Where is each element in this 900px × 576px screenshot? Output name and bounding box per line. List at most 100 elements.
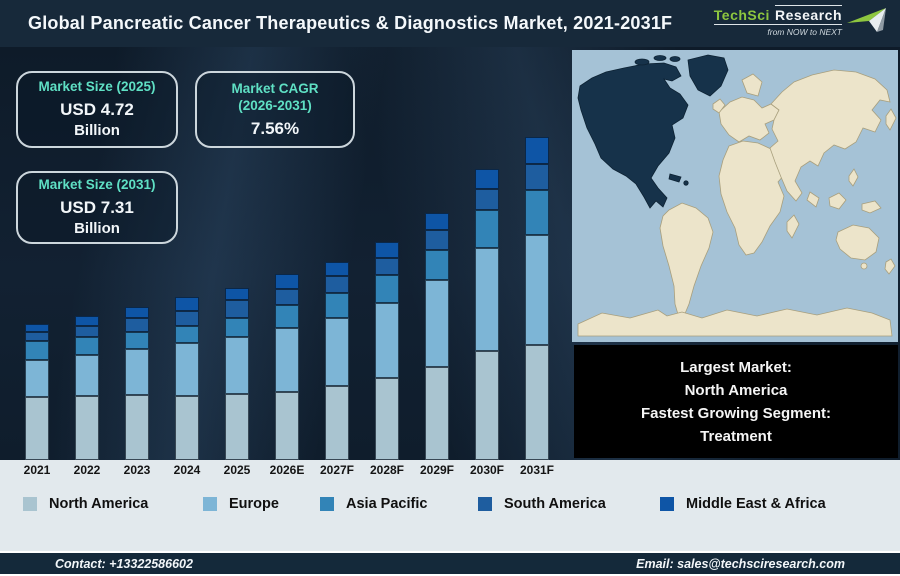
bar-segment-middle-east-africa [475, 169, 499, 189]
bottom-band: 2021 2022 2023 2024 2025 2026E 2027F 2028F 2029F… [0, 460, 900, 551]
chart-legend: North America Europe Asia Pacific South Ame… [0, 496, 900, 526]
legend-label: Asia Pacific [346, 496, 428, 512]
bar-segment-north-america [175, 396, 199, 460]
largest-market-info-box: Largest Market: North America Fastest Gr… [574, 345, 898, 458]
world-map [572, 50, 898, 342]
bar-2024 [175, 297, 199, 460]
bar-2029F [425, 213, 449, 460]
x-axis-label-2025: 2025 [223, 463, 251, 477]
bar-segment-middle-east-africa [325, 262, 349, 276]
callout-unit: Billion [74, 122, 120, 139]
info-line: Treatment [700, 427, 772, 445]
bar-segment-north-america [375, 378, 399, 460]
logo-brand-green: TechSci [713, 7, 770, 23]
callout-value: 7.56% [250, 118, 300, 138]
bar-segment-south-america [225, 300, 249, 318]
bar-segment-europe [225, 337, 249, 394]
x-axis-label-2023: 2023 [123, 463, 151, 477]
legend-swatch [320, 497, 334, 511]
bar-segment-europe [25, 360, 49, 397]
legend-item-south-america: South America [478, 496, 606, 512]
bar-2027F [325, 262, 349, 460]
legend-swatch [203, 497, 217, 511]
contact-phone: Contact: +13322586602 [55, 556, 193, 571]
bar-segment-south-america [375, 258, 399, 275]
x-axis-label-2029F: 2029F [419, 463, 455, 477]
bar-segment-europe [325, 318, 349, 386]
bar-segment-asia-pacific [475, 210, 499, 248]
callout-title: Market Size (2025) [38, 79, 156, 94]
map-north-america-highlight [577, 54, 729, 209]
bar-segment-south-america [25, 332, 49, 341]
info-line: Largest Market: [680, 358, 792, 376]
callout-value: USD 7.31 [60, 198, 134, 217]
bar-segment-south-america [75, 326, 99, 337]
callout-title: Market Size (2031) [38, 177, 156, 192]
bar-2023 [125, 307, 149, 460]
legend-swatch [23, 497, 37, 511]
callout-market-cagr: Market CAGR (2026-2031) 7.56% [195, 71, 355, 148]
bar-segment-south-america [125, 318, 149, 332]
logo-wordmark: TechSci Research from NOW to NEXT [713, 5, 842, 37]
bar-segment-middle-east-africa [25, 324, 49, 332]
legend-label: North America [49, 496, 149, 512]
bar-segment-north-america [325, 386, 349, 460]
stacked-bar-chart: Market Size (2025) USD 4.72 Billion Mark… [0, 47, 572, 460]
bar-segment-europe [375, 303, 399, 378]
bar-segment-europe [125, 349, 149, 395]
bar-2025 [225, 288, 249, 460]
bar-2026E [275, 274, 299, 460]
bar-2022 [75, 316, 99, 460]
legend-label: South America [504, 496, 606, 512]
logo-tagline: from NOW to NEXT [767, 27, 842, 37]
bar-2021 [25, 324, 49, 460]
legend-item-asia-pacific: Asia Pacific [320, 496, 427, 512]
x-axis-label-2022: 2022 [73, 463, 101, 477]
bar-2028F [375, 242, 399, 460]
callout-value: USD 4.72 [60, 100, 134, 119]
legend-item-north-america: North America [23, 496, 148, 512]
paper-plane-icon [847, 8, 886, 32]
info-line: North America [684, 381, 788, 399]
bar-segment-europe [275, 328, 299, 392]
x-axis-label-2024: 2024 [173, 463, 201, 477]
bar-segment-north-america [225, 394, 249, 460]
x-axis-label-2031F: 2031F [519, 463, 555, 477]
x-axis-label-2021: 2021 [23, 463, 51, 477]
bar-segment-south-america [525, 164, 549, 190]
bar-segment-south-america [475, 189, 499, 210]
bar-segment-europe [75, 355, 99, 396]
bar-segment-north-america [25, 397, 49, 460]
bar-segment-middle-east-africa [425, 213, 449, 230]
legend-swatch [478, 497, 492, 511]
legend-swatch [660, 497, 674, 511]
map-land [577, 69, 897, 337]
x-axis-label-2027F: 2027F [319, 463, 355, 477]
info-line: Fastest Growing Segment: [640, 404, 832, 422]
bar-segment-europe [425, 280, 449, 367]
page-title: Global Pancreatic Cancer Therapeutics & … [28, 13, 673, 33]
bar-segment-asia-pacific [375, 275, 399, 303]
bar-segment-south-america [275, 289, 299, 305]
callout-market-size-2025: Market Size (2025) USD 4.72 Billion [16, 71, 178, 148]
bar-segment-south-america [425, 230, 449, 250]
bar-2030F [475, 169, 499, 460]
x-axis-label-2026E: 2026E [269, 463, 305, 477]
bar-segment-middle-east-africa [375, 242, 399, 258]
bar-segment-north-america [475, 351, 499, 460]
title-bar: Global Pancreatic Cancer Therapeutics & … [0, 0, 900, 47]
bar-segment-asia-pacific [25, 341, 49, 360]
bar-segment-asia-pacific [125, 332, 149, 349]
bar-segment-middle-east-africa [125, 307, 149, 318]
logo-brand-white: Research [774, 5, 842, 23]
bar-segment-asia-pacific [525, 190, 549, 235]
bar-segment-middle-east-africa [175, 297, 199, 311]
bar-segment-middle-east-africa [75, 316, 99, 326]
bar-segment-middle-east-africa [225, 288, 249, 300]
callout-title: (2026-2031) [238, 97, 312, 113]
x-axis-label-2028F: 2028F [369, 463, 405, 477]
bar-segment-north-america [275, 392, 299, 460]
bar-segment-south-america [325, 276, 349, 293]
bar-segment-south-america [175, 311, 199, 326]
